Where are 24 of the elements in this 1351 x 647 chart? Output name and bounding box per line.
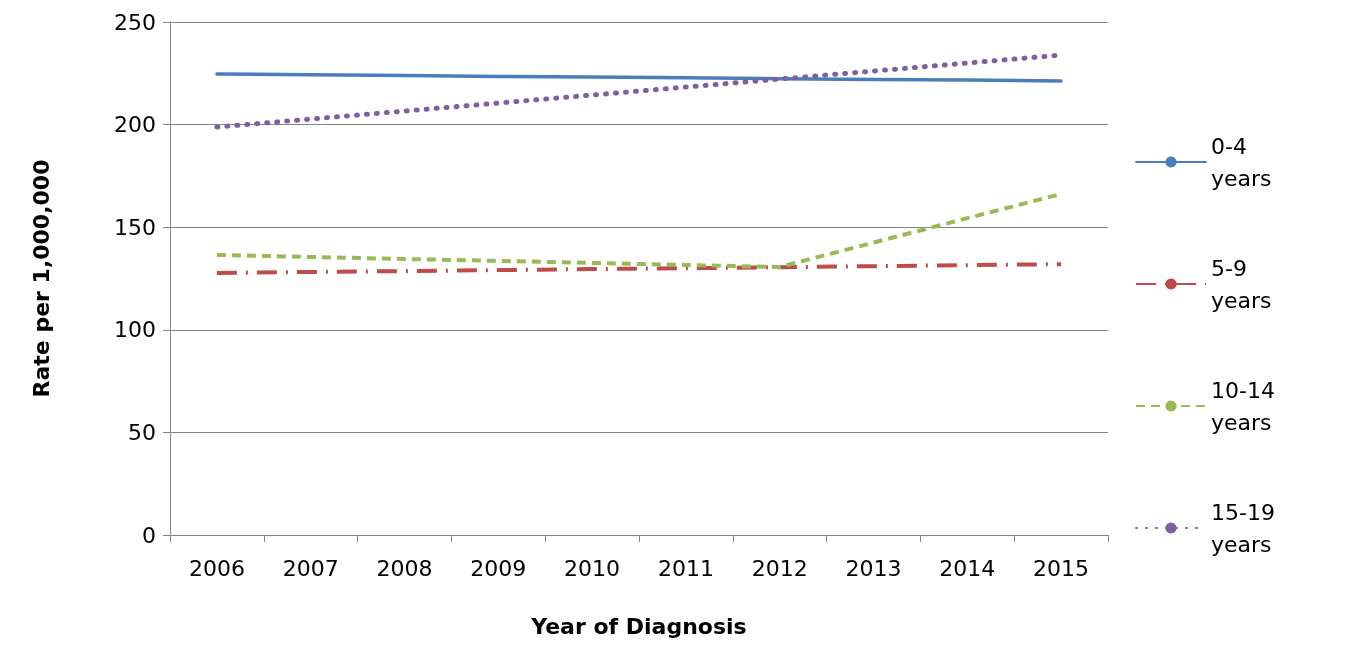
y-axis-title: Rate per 1,000,000	[28, 159, 54, 398]
x-tick-label: 2006	[188, 555, 245, 581]
x-tick-label: 2009	[470, 555, 527, 581]
x-tick-label: 2007	[282, 555, 339, 581]
x-tick-label: 2012	[751, 555, 808, 581]
x-axis-title: Year of Diagnosis	[530, 613, 747, 639]
legend-label: 0-4 years	[1211, 133, 1272, 191]
legend-label: 5-9 years	[1211, 255, 1272, 313]
y-tick-label: 50	[128, 419, 156, 445]
legend-label: 15-19 years	[1211, 499, 1282, 557]
line-series	[215, 72, 1063, 83]
y-tick-label: 100	[114, 317, 156, 343]
x-tick-label: 2014	[939, 555, 996, 581]
line-series	[214, 262, 1064, 275]
legend-label: 10-14 years	[1211, 377, 1282, 435]
y-tick-label: 250	[114, 9, 156, 35]
x-tick-label: 2010	[564, 555, 621, 581]
y-tick-label: 0	[142, 522, 156, 548]
x-tick-label: 2011	[657, 555, 714, 581]
x-tick-label: 2013	[845, 555, 902, 581]
y-tick-label: 150	[114, 214, 156, 240]
x-tick-label: 2015	[1033, 555, 1090, 581]
y-tick-label: 200	[114, 112, 156, 138]
x-tick-label: 2008	[376, 555, 433, 581]
